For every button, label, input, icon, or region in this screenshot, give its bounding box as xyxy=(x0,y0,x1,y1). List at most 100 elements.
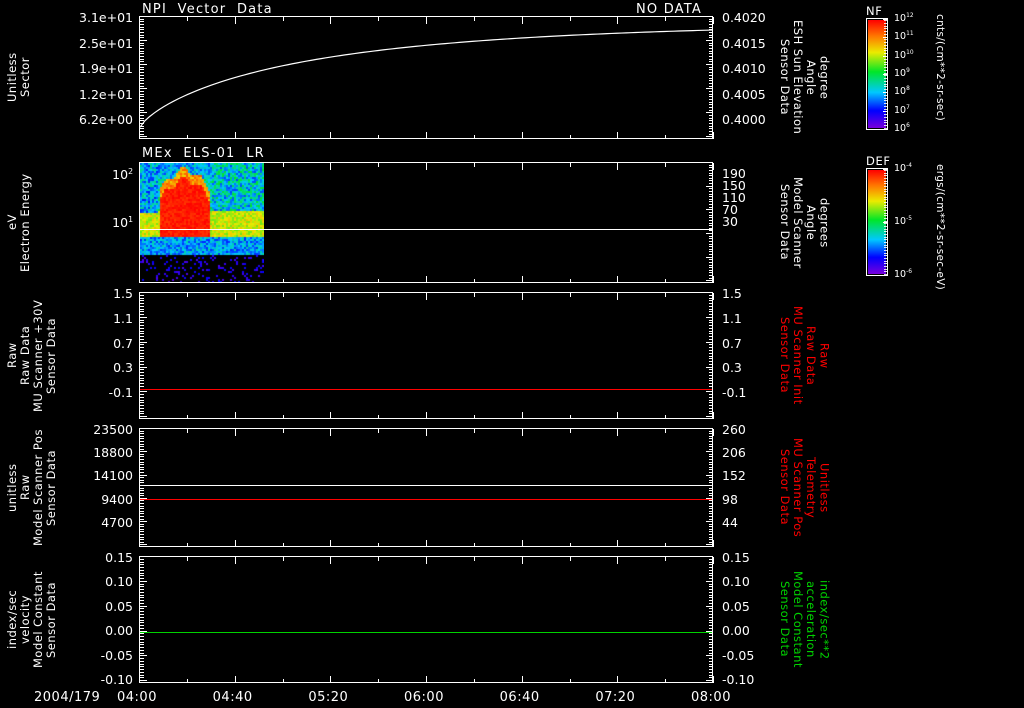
ytick-left-2-16 xyxy=(140,336,144,338)
xtick-top-0-10 xyxy=(617,17,619,24)
xtick-top-2-12 xyxy=(713,293,714,300)
ytick-label-left-model-scanner-pos-0: 23500 xyxy=(93,422,133,437)
ytick-left-0-6 xyxy=(140,32,144,34)
trace-model-scanner-pos[interactable] xyxy=(140,485,712,486)
ytick-right-3-32 xyxy=(709,510,713,512)
ytick-label-left-mu-scanner-30v-2: 0.7 xyxy=(113,335,133,351)
ytick-label-right-mex-els-01-lr-3: 70 xyxy=(722,202,738,218)
ytick-left-3-30 xyxy=(140,505,144,507)
xtick-top-0-3 xyxy=(282,17,284,21)
colorbar-minor-notch-nf-3 xyxy=(884,28,887,30)
ytick-left-0-2 xyxy=(140,21,144,23)
xtick-top-4-0 xyxy=(139,557,140,564)
ylabel-left-model-constant-velocity: index/sec velocity Model Constant Sensor Da… xyxy=(5,556,58,683)
ytick-right-1-37 xyxy=(709,259,713,261)
ytick-left-2-11 xyxy=(140,322,144,324)
ytick-left-3-18 xyxy=(140,474,147,476)
xtick-bottom-0-4 xyxy=(330,132,332,139)
xtick-bottom-0-0 xyxy=(139,132,140,139)
ytick-left-2-5 xyxy=(140,305,144,307)
colorbar-minor-notch-nf-1 xyxy=(884,22,887,24)
trace-model-constant-velocity[interactable] xyxy=(140,632,712,633)
ylabel-right-npi-vector-data: Sensor Data ESH Sun Elevation Angle degree xyxy=(778,16,831,139)
xtick-bottom-1-11 xyxy=(665,279,667,283)
xaxis-tick-label-6: 08:00 xyxy=(691,690,731,705)
colorbar-minor-notch-nf-36 xyxy=(884,119,887,121)
ytick-right-3-2 xyxy=(709,433,713,435)
ytick-right-4-18 xyxy=(706,605,713,607)
ytick-right-0-20 xyxy=(709,69,713,71)
colorbar-minor-notch-nf-27 xyxy=(884,94,887,96)
colorbar-minor-notch-def-35 xyxy=(884,263,887,265)
ytick-right-2-34 xyxy=(709,385,713,387)
ytick-right-3-39 xyxy=(709,528,713,530)
ytick-left-4-32 xyxy=(140,644,144,646)
xtick-top-1-6 xyxy=(426,163,427,170)
colorbar-minor-notch-nf-18 xyxy=(884,69,887,71)
xtick-top-3-0 xyxy=(139,429,140,436)
ytick-label-left-model-scanner-pos-4: 4700 xyxy=(101,514,133,530)
xtick-top-4-12 xyxy=(713,557,714,564)
ytick-left-0-31 xyxy=(140,98,144,100)
ytick-right-0-22 xyxy=(709,74,713,76)
ytick-left-4-11 xyxy=(140,586,144,588)
trace-esh-sun-elevation xyxy=(140,29,712,128)
xtick-bottom-4-2 xyxy=(234,676,236,683)
ytick-right-4-27 xyxy=(706,630,713,632)
ytick-right-3-29 xyxy=(709,503,713,505)
xtick-top-3-10 xyxy=(617,429,619,436)
colorbar-minor-notch-nf-30 xyxy=(884,103,887,105)
xtick-bottom-1-3 xyxy=(282,279,284,283)
ytick-right-3-18 xyxy=(706,474,713,476)
ytick-left-0-5 xyxy=(140,29,144,31)
ytick-right-2-7 xyxy=(709,311,713,313)
ytick-left-0-45 xyxy=(140,136,147,138)
ytick-right-1-43 xyxy=(709,275,713,277)
ytick-left-0-22 xyxy=(140,74,144,76)
colorbar-minor-notch-def-5 xyxy=(884,183,887,185)
ytick-right-1-5 xyxy=(709,175,713,177)
ytick-label-right-mu-scanner-30v-2: 0.7 xyxy=(722,335,742,351)
colorbar-minor-notch-def-2 xyxy=(884,175,887,177)
ytick-left-0-43 xyxy=(140,130,144,132)
trace-mu-scanner-pos-telemetry[interactable] xyxy=(140,499,712,500)
ytick-left-2-43 xyxy=(140,410,144,412)
xtick-top-3-12 xyxy=(713,429,714,436)
xtick-top-1-9 xyxy=(569,163,571,167)
ytick-right-0-39 xyxy=(709,120,713,122)
ytick-left-0-14 xyxy=(140,53,144,55)
colorbar-minor-notch-def-7 xyxy=(884,188,887,190)
ytick-right-0-19 xyxy=(709,66,713,68)
ytick-left-3-37 xyxy=(140,523,144,525)
ytick-right-3-26 xyxy=(709,495,713,497)
ylabel-left-line-model-scanner-pos-3: Sensor Data xyxy=(44,449,59,526)
ytick-right-3-13 xyxy=(709,461,713,463)
ylabel-left-line-model-constant-velocity-1: velocity xyxy=(18,595,33,644)
ytick-left-0-28 xyxy=(140,90,144,92)
ytick-left-4-10 xyxy=(140,583,144,585)
ytick-right-1-40 xyxy=(709,267,713,269)
scanner-angle-line xyxy=(140,229,712,230)
xtick-bottom-0-10 xyxy=(617,132,619,139)
ytick-left-2-42 xyxy=(140,407,144,409)
ytick-label-left-model-constant-velocity-4: -0.05 xyxy=(100,647,133,663)
xtick-bottom-3-9 xyxy=(569,543,571,547)
ytick-left-2-18 xyxy=(140,341,147,343)
ytick-right-0-23 xyxy=(709,77,713,79)
ytick-label-right-mu-scanner-30v-3: 0.3 xyxy=(722,360,742,376)
trace-mu-scanner-init[interactable] xyxy=(140,389,712,390)
ytick-left-0-1 xyxy=(140,18,144,20)
ytick-left-2-36 xyxy=(140,391,147,393)
ytick-left-4-29 xyxy=(140,636,144,638)
ylabel-left-line-model-scanner-pos-1: Raw xyxy=(18,474,33,501)
ytick-right-4-16 xyxy=(709,600,713,602)
ytick-right-1-18 xyxy=(706,209,713,211)
ytick-left-2-12 xyxy=(140,325,144,327)
ytick-right-0-40 xyxy=(709,122,713,124)
ytick-right-1-26 xyxy=(709,230,713,232)
ytick-right-1-19 xyxy=(709,211,713,213)
ytick-left-2-45 xyxy=(140,416,147,418)
colorbar-minor-notch-nf-5 xyxy=(884,33,887,35)
ytick-right-2-22 xyxy=(709,352,713,354)
ytick-right-4-25 xyxy=(709,625,713,627)
